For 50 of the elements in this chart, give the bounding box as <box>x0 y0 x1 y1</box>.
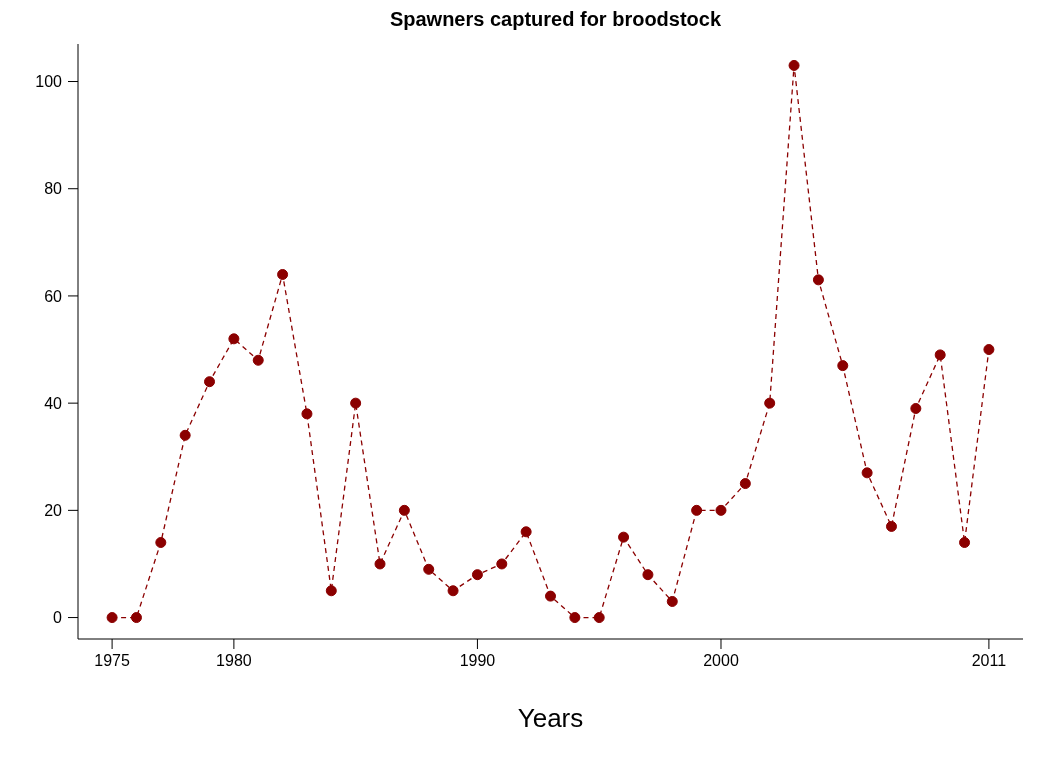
point <box>715 504 727 516</box>
point <box>277 269 289 280</box>
y-tick-label: 20 <box>44 502 63 520</box>
point <box>325 585 337 597</box>
point <box>179 429 191 441</box>
point <box>374 558 386 570</box>
point <box>666 595 678 607</box>
x-tick-label: 1975 <box>94 652 130 670</box>
point <box>983 344 995 356</box>
x-axis-title: Years <box>517 703 584 733</box>
point <box>959 537 971 549</box>
point <box>106 612 118 624</box>
point <box>764 397 776 409</box>
chart-title: Spawners captured for broodstock <box>388 8 723 32</box>
point <box>496 558 508 570</box>
x-tick-label: 2000 <box>703 652 739 670</box>
y-tick-label: 80 <box>44 180 63 198</box>
point <box>934 349 946 361</box>
y-tick-label: 100 <box>35 73 63 91</box>
point <box>569 612 581 624</box>
point <box>812 274 824 286</box>
point <box>252 354 264 366</box>
x-tick-label: 2011 <box>971 652 1007 670</box>
point <box>398 504 410 516</box>
point <box>788 59 800 71</box>
point <box>739 478 751 490</box>
point <box>471 569 483 581</box>
point <box>593 612 605 624</box>
point <box>642 569 654 581</box>
point <box>520 526 532 538</box>
point <box>837 360 849 372</box>
y-tick-label: 60 <box>44 287 63 305</box>
point <box>130 612 142 624</box>
x-tick-label: 1990 <box>459 652 496 670</box>
point <box>350 397 362 409</box>
point <box>885 520 897 532</box>
point <box>910 403 922 415</box>
point <box>861 467 873 479</box>
x-tick-label: 1980 <box>216 652 252 670</box>
y-tick-label: 0 <box>53 609 63 627</box>
point <box>301 408 313 420</box>
point <box>228 333 240 345</box>
point <box>691 504 703 516</box>
point <box>204 376 216 388</box>
point <box>423 563 435 575</box>
point <box>545 590 556 602</box>
y-tick-label: 40 <box>44 394 63 412</box>
point <box>618 531 630 543</box>
point <box>155 537 167 549</box>
point <box>447 585 459 597</box>
